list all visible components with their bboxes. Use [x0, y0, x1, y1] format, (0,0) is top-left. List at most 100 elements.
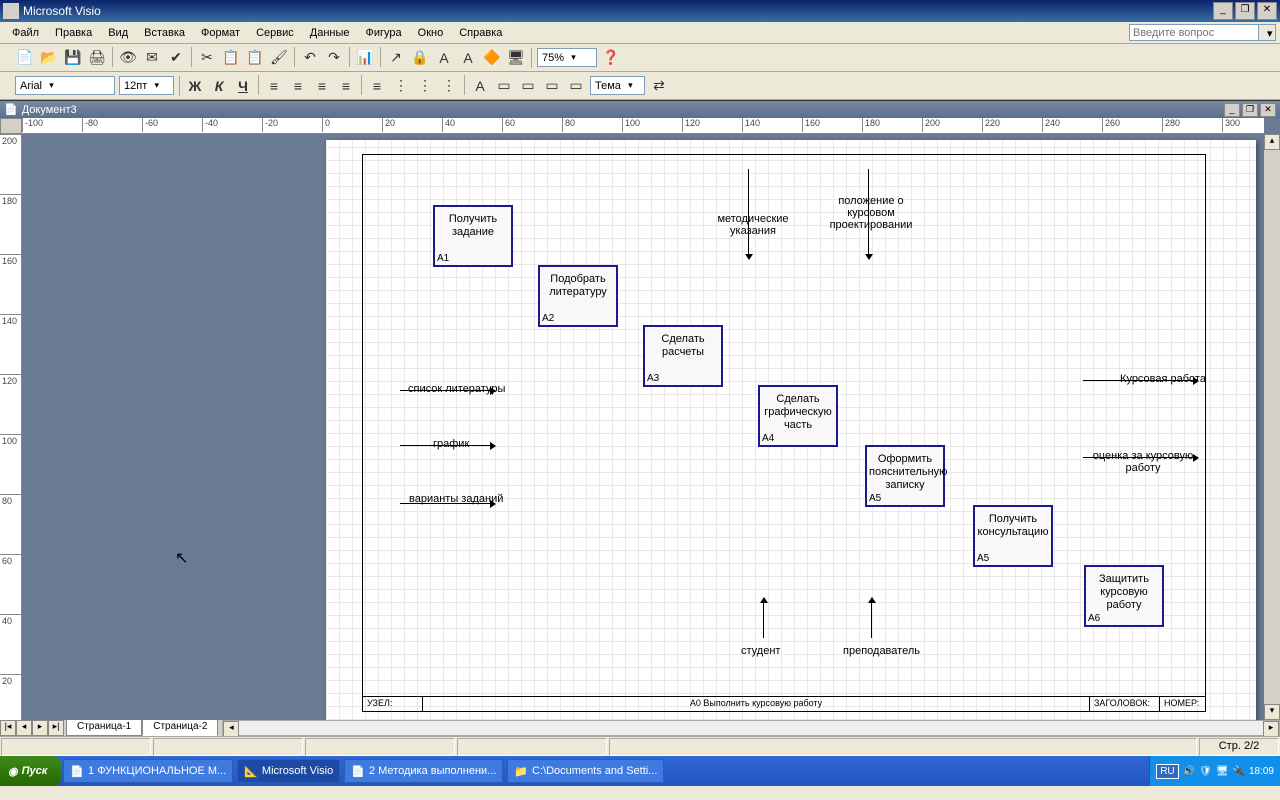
format-button[interactable]: ≡	[311, 75, 333, 97]
toolbar-button[interactable]: 📄	[14, 47, 36, 69]
toolbar-button[interactable]: ↗	[385, 47, 407, 69]
toolbar-button[interactable]: 🖥	[505, 47, 527, 69]
format-button[interactable]: ≡	[366, 75, 388, 97]
tray-icon[interactable]: 🖥	[1216, 766, 1229, 777]
toolbar-handle[interactable]	[4, 47, 10, 69]
theme-combo[interactable]: Тема▾	[590, 76, 645, 95]
drawing-page[interactable]: УЗЕЛ: A0 Выполнить курсовую работу ЗАГОЛ…	[326, 140, 1256, 720]
menu-data[interactable]: Данные	[302, 25, 358, 41]
idef-node[interactable]: Получить заданиеA1	[433, 205, 513, 267]
format-button[interactable]: Ч	[232, 75, 254, 97]
toolbar-button[interactable]: ✉	[141, 47, 163, 69]
toolbar-button[interactable]: 📊	[354, 47, 376, 69]
scroll-left[interactable]: ◂	[223, 721, 239, 736]
menu-window[interactable]: Окно	[410, 25, 452, 41]
toolbar-button[interactable]: 🔒	[409, 47, 431, 69]
scroll-up[interactable]: ▴	[1264, 134, 1280, 150]
clock[interactable]: 18:09	[1249, 766, 1274, 777]
maximize-button[interactable]: ❐	[1235, 2, 1255, 20]
lang-indicator[interactable]: RU	[1156, 764, 1178, 779]
taskbar-button[interactable]: 📄2 Методика выполнени...	[344, 759, 503, 783]
toolbar-button[interactable]: ✂	[196, 47, 218, 69]
format-button[interactable]: ≡	[263, 75, 285, 97]
help-search-dropdown[interactable]: ▾	[1259, 24, 1276, 41]
next-page[interactable]: ▸	[32, 720, 48, 736]
format-button[interactable]: ▭	[493, 75, 515, 97]
minimize-button[interactable]: _	[1213, 2, 1233, 20]
toolbar-button[interactable]: 🖌	[268, 47, 290, 69]
toolbar-handle[interactable]	[4, 75, 10, 97]
idef-node[interactable]: Подобрать литературуA2	[538, 265, 618, 327]
footer-title: A0 Выполнить курсовую работу	[423, 697, 1090, 711]
vertical-scrollbar[interactable]: ▴ ▾	[1264, 134, 1280, 720]
menu-view[interactable]: Вид	[100, 25, 136, 41]
size-combo[interactable]: 12пт▾	[119, 76, 174, 95]
scroll-down[interactable]: ▾	[1264, 704, 1280, 720]
toolbar-button[interactable]: A	[433, 47, 455, 69]
tray-icon[interactable]: 🔌	[1233, 766, 1245, 777]
mechanism-label: преподаватель	[843, 645, 920, 657]
document-titlebar: 📄 Документ3 _ ❐ ✕	[0, 100, 1280, 118]
toolbar-button[interactable]: 💾	[62, 47, 84, 69]
menu-shape[interactable]: Фигура	[358, 25, 410, 41]
taskbar-button[interactable]: 📄1 ФУНКЦИОНАЛЬНОЕ М...	[63, 759, 233, 783]
format-button[interactable]: ⋮	[414, 75, 436, 97]
format-button[interactable]: ≡	[287, 75, 309, 97]
page-tab[interactable]: Страница-1	[66, 720, 142, 736]
arrow	[400, 445, 495, 446]
format-button[interactable]: ≡	[335, 75, 357, 97]
toolbar-button[interactable]: 📂	[38, 47, 60, 69]
status-cell	[1, 738, 151, 756]
format-button[interactable]: ⋮	[438, 75, 460, 97]
help-icon[interactable]: ❓	[600, 47, 622, 69]
idef-node[interactable]: Получить консультациюA5	[973, 505, 1053, 567]
help-search-input[interactable]	[1129, 24, 1259, 41]
idef-node[interactable]: Сделать расчетыA3	[643, 325, 723, 387]
format-button[interactable]: ▭	[541, 75, 563, 97]
first-page[interactable]: |◂	[0, 720, 16, 736]
taskbar-button[interactable]: 📐Microsoft Visio	[237, 759, 340, 783]
menu-help[interactable]: Справка	[451, 25, 510, 41]
toolbar-button[interactable]: 📋	[244, 47, 266, 69]
format-button[interactable]: К	[208, 75, 230, 97]
more-icon[interactable]: ⇄	[648, 75, 670, 97]
toolbar-button[interactable]: 🖨	[86, 47, 108, 69]
format-button[interactable]: ⋮	[390, 75, 412, 97]
toolbar-button[interactable]: ↶	[299, 47, 321, 69]
theme-value: Тема	[595, 80, 621, 92]
idef-node[interactable]: Оформить пояснительную запискуA5	[865, 445, 945, 507]
taskbar-button[interactable]: 📁C:\Documents and Setti...	[507, 759, 664, 783]
scroll-right[interactable]: ▸	[1263, 721, 1279, 736]
menu-file[interactable]: Файл	[4, 25, 47, 41]
toolbar-button[interactable]: 🔶	[481, 47, 503, 69]
format-button[interactable]: A	[469, 75, 491, 97]
page-tab[interactable]: Страница-2	[142, 720, 218, 736]
last-page[interactable]: ▸|	[48, 720, 64, 736]
tray-icon[interactable]: 🛡	[1199, 766, 1212, 777]
menu-edit[interactable]: Правка	[47, 25, 100, 41]
zoom-combo[interactable]: 75%▾	[537, 48, 597, 67]
format-button[interactable]: Ж	[184, 75, 206, 97]
start-button[interactable]: ◉Пуск	[0, 756, 61, 786]
doc-minimize[interactable]: _	[1224, 103, 1240, 117]
arrow	[868, 169, 869, 259]
toolbar-button[interactable]: ✔	[165, 47, 187, 69]
toolbar-button[interactable]: ↷	[323, 47, 345, 69]
toolbar-button[interactable]: 📋	[220, 47, 242, 69]
tray-icon[interactable]: 🔊	[1183, 766, 1195, 777]
toolbar-button[interactable]: 👁	[117, 47, 139, 69]
idef-node[interactable]: Сделать графическую частьA4	[758, 385, 838, 447]
prev-page[interactable]: ◂	[16, 720, 32, 736]
idef-node[interactable]: Защитить курсовую работуA6	[1084, 565, 1164, 627]
toolbar-button[interactable]: A	[457, 47, 479, 69]
format-button[interactable]: ▭	[517, 75, 539, 97]
format-button[interactable]: ▭	[565, 75, 587, 97]
close-button[interactable]: ✕	[1257, 2, 1277, 20]
doc-close[interactable]: ✕	[1260, 103, 1276, 117]
menu-insert[interactable]: Вставка	[136, 25, 193, 41]
doc-restore[interactable]: ❐	[1242, 103, 1258, 117]
hscroll-track[interactable]: ◂ ▸	[222, 720, 1280, 736]
menu-tools[interactable]: Сервис	[248, 25, 302, 41]
menu-format[interactable]: Формат	[193, 25, 248, 41]
font-combo[interactable]: Arial▾	[15, 76, 115, 95]
